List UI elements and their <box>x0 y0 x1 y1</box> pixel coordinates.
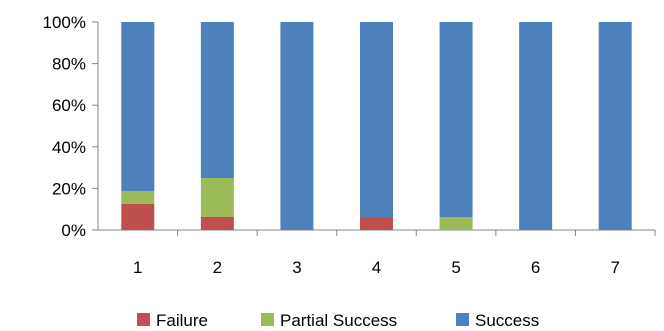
legend-label: Success <box>475 311 539 330</box>
x-axis: 1 2 3 4 5 6 7 <box>98 229 656 277</box>
bar-segment-partial-success <box>121 191 155 204</box>
x-tick-label: 7 <box>610 258 619 277</box>
bar-segment-failure <box>360 217 393 230</box>
x-tick-label: 2 <box>213 258 222 277</box>
y-tick-label: 100% <box>43 13 86 32</box>
bar-segment-success <box>121 22 155 191</box>
bar-segment-success <box>280 22 314 230</box>
x-tick-label: 6 <box>531 258 540 277</box>
legend-swatch-success <box>456 313 469 326</box>
y-tick-label: 20% <box>52 179 86 198</box>
x-tick-label: 3 <box>292 258 301 277</box>
bar-segment-success <box>598 22 632 230</box>
bar-segment-failure <box>121 204 155 230</box>
legend-swatch-partial-success <box>261 313 274 326</box>
legend-label: Partial Success <box>280 311 397 330</box>
x-tick-label: 5 <box>451 258 460 277</box>
x-tick-label: 4 <box>372 258 381 277</box>
x-tick-label: 1 <box>133 258 142 277</box>
bar-segment-success <box>200 22 234 178</box>
y-tick-label: 0% <box>61 221 86 240</box>
bar-segment-failure <box>200 217 234 230</box>
legend-label: Failure <box>156 311 208 330</box>
legend: Failure Partial Success Success <box>137 311 539 330</box>
y-tick-label: 80% <box>52 55 86 74</box>
bar-segment-success <box>360 22 393 217</box>
y-axis: 0% 20% 40% 60% 80% 100% <box>43 13 99 240</box>
bar-segment-success <box>519 22 553 230</box>
y-tick-label: 40% <box>52 138 86 157</box>
bar-segment-success <box>439 22 473 217</box>
bars <box>121 22 632 230</box>
legend-swatch-failure <box>137 313 150 326</box>
y-tick-label: 60% <box>52 96 86 115</box>
bar-segment-partial-success <box>439 217 473 230</box>
bar-segment-partial-success <box>200 178 234 217</box>
